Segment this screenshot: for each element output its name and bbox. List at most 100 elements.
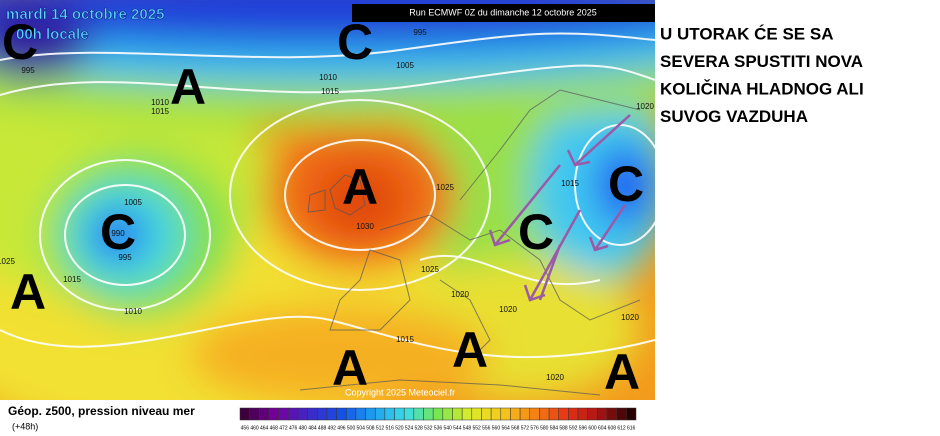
run-box xyxy=(352,4,655,22)
colorbar-label: 592 xyxy=(569,425,578,431)
isobar-label: 995 xyxy=(413,28,427,37)
colorbar-swatch xyxy=(626,407,637,421)
isobar-label: 1025 xyxy=(421,265,439,274)
colorbar-label: 520 xyxy=(395,425,404,431)
pressure-center: C xyxy=(337,14,373,70)
colorbar-swatch xyxy=(413,407,424,421)
colorbar-label: 536 xyxy=(434,425,443,431)
colorbar-label: 456 xyxy=(241,425,250,431)
colorbar-label: 560 xyxy=(492,425,501,431)
colorbar-label: 464 xyxy=(260,425,269,431)
annotation-line: KOLIČINA HLADNOG ALI xyxy=(660,79,864,98)
colorbar-label: 512 xyxy=(376,425,385,431)
colorbar-swatch xyxy=(307,407,318,421)
colorbar-label: 612 xyxy=(617,425,626,431)
colorbar-label: 608 xyxy=(608,425,617,431)
isobar-label: 1015 xyxy=(63,275,81,284)
colorbar-swatch xyxy=(297,407,308,421)
annotation-line: U UTORAK ĆE SE SA xyxy=(660,24,834,43)
colorbar-swatch xyxy=(345,407,357,421)
colorbar-label: 544 xyxy=(453,425,462,431)
colorbar-label: 516 xyxy=(386,425,395,431)
isobar-label: 1020 xyxy=(499,305,517,314)
pressure-center: C xyxy=(518,204,554,260)
colorbar-swatch xyxy=(452,407,463,421)
colorbar-swatch xyxy=(355,407,366,421)
colorbar-swatch xyxy=(490,407,502,421)
colorbar-swatch xyxy=(239,407,250,421)
isobar-label: 990 xyxy=(111,229,125,238)
colorbar-swatch xyxy=(423,407,434,421)
isobar-label: 1015 xyxy=(151,107,169,116)
isobar-label: 1020 xyxy=(621,313,639,322)
colorbar-swatch xyxy=(568,407,579,421)
colorbar-swatch xyxy=(336,407,347,421)
annotation-line: SEVERA SPUSTITI NOVA xyxy=(660,52,863,71)
legend-title: Géop. z500, pression niveau mer xyxy=(8,404,195,418)
isobar-label: 1015 xyxy=(561,179,579,188)
colorbar-swatch xyxy=(442,407,453,421)
isobar-label: 1015 xyxy=(321,87,339,96)
colorbar-label: 584 xyxy=(550,425,559,431)
colorbar-swatch xyxy=(606,407,617,421)
isobar-label: 1030 xyxy=(356,222,374,231)
legend-lead: (+48h) xyxy=(12,421,38,431)
colorbar-swatch xyxy=(481,407,492,421)
pressure-center: A xyxy=(10,264,46,320)
colorbar-swatch xyxy=(519,407,531,421)
colorbar-label: 492 xyxy=(328,425,337,431)
colorbar-swatch xyxy=(597,407,608,421)
colorbar-swatch xyxy=(539,407,550,421)
colorbar-swatch xyxy=(374,407,386,421)
colorbar-swatch xyxy=(403,407,415,421)
pressure-center: A xyxy=(170,59,206,115)
colorbar-swatch xyxy=(558,407,569,421)
colorbar-swatch xyxy=(278,407,289,421)
isobar-label: 1010 xyxy=(151,98,169,107)
isobar-label: 1005 xyxy=(124,198,142,207)
colorbar-label: 472 xyxy=(279,425,288,431)
colorbar-swatch xyxy=(384,407,395,421)
colorbar-swatch xyxy=(461,407,473,421)
colorbar-swatch xyxy=(317,407,328,421)
colorbar-swatch xyxy=(249,407,260,421)
isobar-label: 995 xyxy=(118,253,132,262)
isobar-label: 1020 xyxy=(636,102,654,111)
colorbar-label: 524 xyxy=(405,425,414,431)
colorbar-label: 532 xyxy=(424,425,433,431)
pressure-center: A xyxy=(452,322,488,378)
colorbar-label: 552 xyxy=(472,425,481,431)
colorbar-swatch xyxy=(587,407,598,421)
pressure-center: A xyxy=(332,340,368,396)
colorbar-label: 556 xyxy=(482,425,491,431)
isobar-label: 1005 xyxy=(396,61,414,70)
colorbar-swatch xyxy=(326,407,337,421)
time: 00h locale xyxy=(16,26,89,43)
colorbar-label: 476 xyxy=(289,425,298,431)
colorbar-swatch xyxy=(432,407,444,421)
colorbar-swatch xyxy=(259,407,270,421)
colorbar-swatch xyxy=(548,407,559,421)
colorbar-label: 596 xyxy=(579,425,588,431)
colorbar-label: 504 xyxy=(357,425,366,431)
colorbar-label: 616 xyxy=(627,425,636,431)
isobar-label: 1020 xyxy=(451,290,469,299)
isobar-label: 1025 xyxy=(436,183,454,192)
pressure-center: A xyxy=(342,159,378,215)
colorbar-swatch xyxy=(394,407,405,421)
pressure-center: A xyxy=(604,344,640,400)
colorbar-label: 488 xyxy=(318,425,327,431)
colorbar-swatch xyxy=(471,407,482,421)
isobar-label: 1010 xyxy=(319,73,337,82)
annotation-line: SUVOG VAZDUHA xyxy=(660,107,808,126)
colorbar-swatch xyxy=(616,407,627,421)
colorbar-label: 540 xyxy=(443,425,452,431)
colorbar-swatch xyxy=(500,407,511,421)
isobar-label: 995 xyxy=(21,66,35,75)
isobar-label: 1020 xyxy=(546,373,564,382)
colorbar-swatch xyxy=(268,407,279,421)
colorbar-swatch xyxy=(577,407,588,421)
isobar-label: 1025 xyxy=(0,257,15,266)
run-info: Run ECMWF 0Z du dimanche 12 octobre 2025 xyxy=(409,7,597,17)
